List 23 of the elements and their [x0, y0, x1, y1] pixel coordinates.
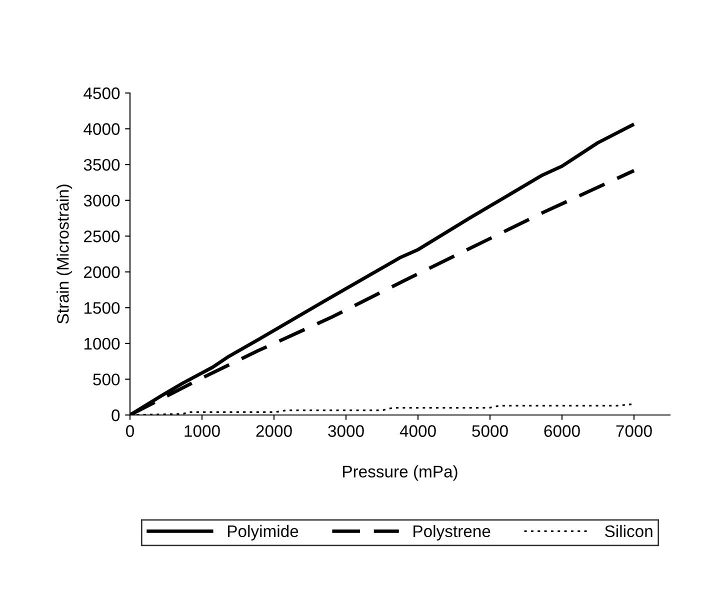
legend-label: Polyimide [228, 524, 298, 540]
y-tick-label: 0 [112, 409, 120, 422]
y-tick-label: 1500 [84, 302, 120, 314]
x-tick-label: 0 [126, 425, 134, 437]
y-tick-label: 2000 [84, 266, 120, 278]
x-tick-label: 6000 [544, 425, 580, 437]
y-tick-label: 2500 [84, 230, 120, 242]
x-tick-label: 1000 [184, 425, 220, 437]
legend-label: Silicon [605, 524, 652, 538]
x-tick-label: 7000 [616, 425, 652, 437]
legend-label: Polystrene [414, 524, 490, 540]
x-tick-label: 4000 [400, 425, 436, 437]
y-axis-title: Strain (Microstrain) [56, 184, 72, 324]
x-tick-label: 5000 [472, 425, 508, 437]
y-tick-label: 500 [93, 374, 120, 386]
y-tick-label: 4000 [84, 123, 120, 135]
y-tick-label: 3500 [84, 158, 120, 171]
y-tick-label: 4500 [84, 87, 120, 100]
x-tick-label: 3000 [328, 425, 364, 437]
y-tick-label: 1000 [84, 338, 120, 350]
x-axis-title: Pressure (mPa) [343, 465, 458, 481]
x-tick-label: 2000 [256, 425, 292, 437]
y-tick-label: 3000 [84, 194, 120, 207]
